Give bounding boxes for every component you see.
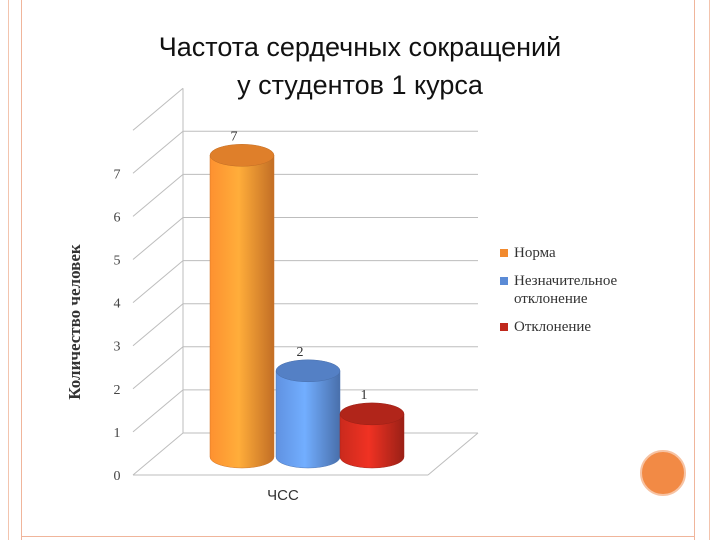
side-wall-line <box>132 389 184 433</box>
slide-title-line2: у студентов 1 курса <box>237 70 483 100</box>
data-label-2: 1 <box>361 388 368 403</box>
legend-swatch-norma <box>500 249 508 257</box>
y-tick-label: 1 <box>114 426 121 441</box>
y-tick-label: 7 <box>114 167 121 182</box>
y-tick-label: 0 <box>114 469 121 484</box>
legend-swatch-minor-deviation <box>500 277 508 285</box>
side-wall-line <box>132 303 184 347</box>
bar-cylinder-0 <box>209 155 275 469</box>
side-wall-top-line <box>132 87 184 131</box>
side-wall-line <box>132 346 184 390</box>
y-axis-label: Количество человек <box>65 244 84 400</box>
side-wall-line <box>132 217 184 260</box>
y-tick-label: 2 <box>114 383 121 398</box>
side-wall-line <box>132 130 184 174</box>
y-tick-label: 6 <box>114 210 121 225</box>
side-wall-line <box>132 432 184 476</box>
bar-cylinder-2 <box>339 413 405 469</box>
left-frame-border <box>0 0 22 540</box>
bar-top-1 <box>275 359 341 383</box>
y-tick-label: 4 <box>114 297 121 312</box>
legend-label-minor-deviation: Незначительное отклонение <box>514 273 618 307</box>
bottom-frame-line <box>22 536 694 537</box>
slide-title: Частота сердечных сокращений у студентов… <box>60 28 660 104</box>
legend-item-minor-deviation: Незначительное отклонение <box>500 272 679 308</box>
data-label-0: 7 <box>231 129 238 144</box>
legend-swatch-deviation <box>500 323 508 331</box>
bar-top-0 <box>209 144 275 167</box>
bar-cylinder-1 <box>275 370 341 469</box>
y-tick-label: 3 <box>114 340 121 355</box>
right-frame-border <box>694 0 720 540</box>
side-wall-line <box>132 260 184 303</box>
data-label-1: 2 <box>297 345 304 360</box>
bar-top-2 <box>339 402 405 426</box>
x-axis-category-label: ЧСС <box>267 487 299 504</box>
decorative-circle <box>640 450 686 496</box>
legend-item-norma: Норма <box>500 244 679 262</box>
legend-item-deviation: Отклонение <box>500 318 679 336</box>
y-tick-label: 5 <box>114 254 121 269</box>
floor-right-edge <box>427 432 479 476</box>
chart-legend: Норма Незначительное отклонение Отклонен… <box>500 244 679 346</box>
left-frame-line <box>8 0 9 540</box>
right-frame-line <box>709 0 710 540</box>
legend-label-norma: Норма <box>514 245 556 261</box>
side-wall-line <box>132 174 184 217</box>
slide-title-line1: Частота сердечных сокращений <box>158 32 562 62</box>
legend-label-deviation: Отклонение <box>514 319 592 335</box>
